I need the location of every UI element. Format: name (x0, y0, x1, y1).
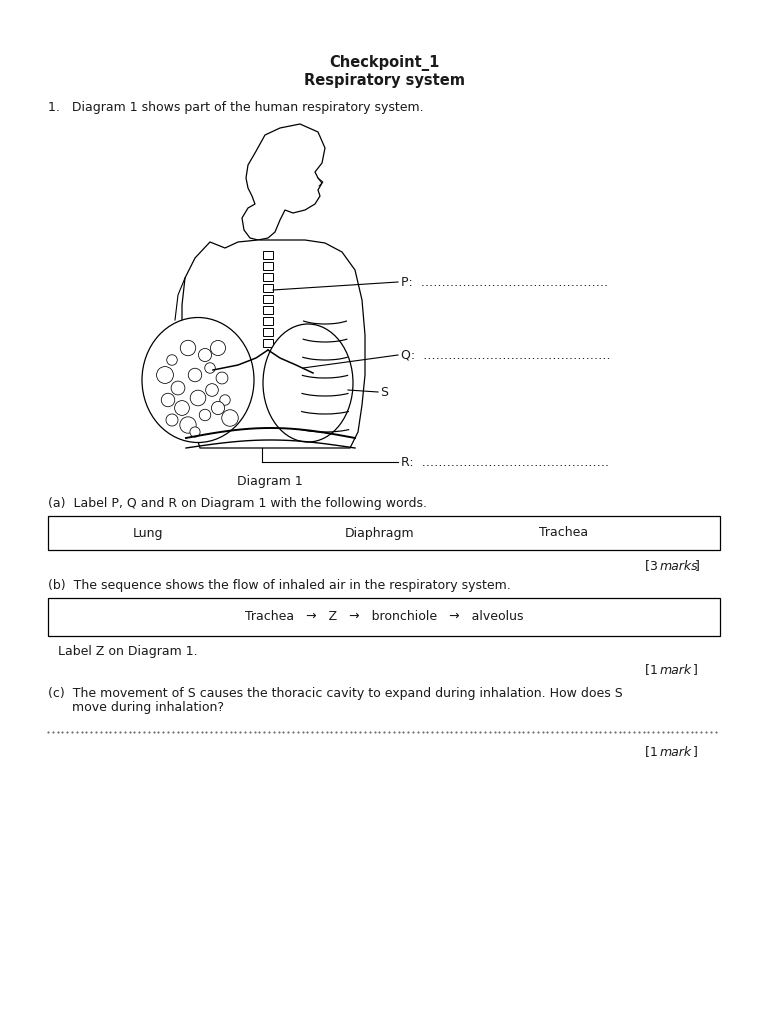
Circle shape (188, 369, 202, 382)
Circle shape (216, 372, 228, 384)
Text: mark: mark (660, 664, 692, 677)
Text: [1: [1 (645, 745, 662, 759)
PathPatch shape (182, 240, 365, 449)
Circle shape (220, 395, 230, 406)
Text: ]: ] (693, 745, 698, 759)
Circle shape (206, 384, 218, 396)
Text: R:  ………………………………………: R: ……………………………………… (401, 456, 609, 469)
Circle shape (198, 348, 211, 361)
Circle shape (210, 340, 226, 355)
Circle shape (166, 414, 178, 426)
Text: (a)  Label P, Q and R on Diagram 1 with the following words.: (a) Label P, Q and R on Diagram 1 with t… (48, 498, 427, 511)
Circle shape (157, 367, 174, 383)
Text: Diagram 1: Diagram 1 (237, 475, 303, 488)
Bar (263, 284, 273, 292)
Circle shape (161, 393, 175, 407)
Text: P:  ………………………………………: P: ……………………………………… (401, 275, 608, 289)
Circle shape (211, 401, 224, 415)
Text: move during inhalation?: move during inhalation? (48, 701, 224, 715)
Text: Respiratory system: Respiratory system (303, 74, 465, 88)
Bar (48, 598, 720, 636)
Text: [3: [3 (645, 559, 662, 572)
Circle shape (199, 410, 210, 421)
Text: ]: ] (695, 559, 700, 572)
Circle shape (167, 354, 177, 366)
Text: Checkpoint_1: Checkpoint_1 (329, 55, 439, 71)
Text: S: S (380, 385, 388, 398)
PathPatch shape (242, 124, 325, 240)
Bar (263, 328, 273, 336)
Circle shape (171, 381, 185, 395)
Text: marks: marks (660, 559, 699, 572)
Circle shape (180, 417, 196, 433)
Bar (263, 262, 273, 270)
Ellipse shape (142, 317, 254, 442)
Text: Diaphragm: Diaphragm (345, 526, 415, 540)
Text: Lung: Lung (133, 526, 164, 540)
Bar (263, 295, 273, 303)
Text: (c)  The movement of S causes the thoracic cavity to expand during inhalation. H: (c) The movement of S causes the thoraci… (48, 686, 623, 699)
Text: Trachea: Trachea (539, 526, 588, 540)
Text: ]: ] (693, 664, 698, 677)
Bar (263, 273, 273, 281)
Bar (263, 339, 273, 347)
Circle shape (190, 427, 200, 437)
Text: Label Z on Diagram 1.: Label Z on Diagram 1. (58, 645, 197, 658)
Circle shape (180, 340, 196, 355)
Text: 1.   Diagram 1 shows part of the human respiratory system.: 1. Diagram 1 shows part of the human res… (48, 101, 424, 115)
Bar (263, 317, 273, 325)
Text: Trachea   →   Z   →   bronchiole   →   alveolus: Trachea → Z → bronchiole → alveolus (245, 610, 523, 624)
Bar (263, 306, 273, 314)
Bar (263, 251, 273, 259)
Text: mark: mark (660, 745, 692, 759)
Text: (b)  The sequence shows the flow of inhaled air in the respiratory system.: (b) The sequence shows the flow of inhal… (48, 579, 511, 592)
Bar (48, 516, 720, 550)
Circle shape (190, 390, 206, 406)
Circle shape (174, 400, 190, 416)
Circle shape (222, 410, 238, 426)
Ellipse shape (263, 324, 353, 442)
Text: Q:  ………………………………………: Q: ……………………………………… (401, 348, 611, 361)
Text: [1: [1 (645, 664, 662, 677)
Circle shape (205, 362, 215, 374)
